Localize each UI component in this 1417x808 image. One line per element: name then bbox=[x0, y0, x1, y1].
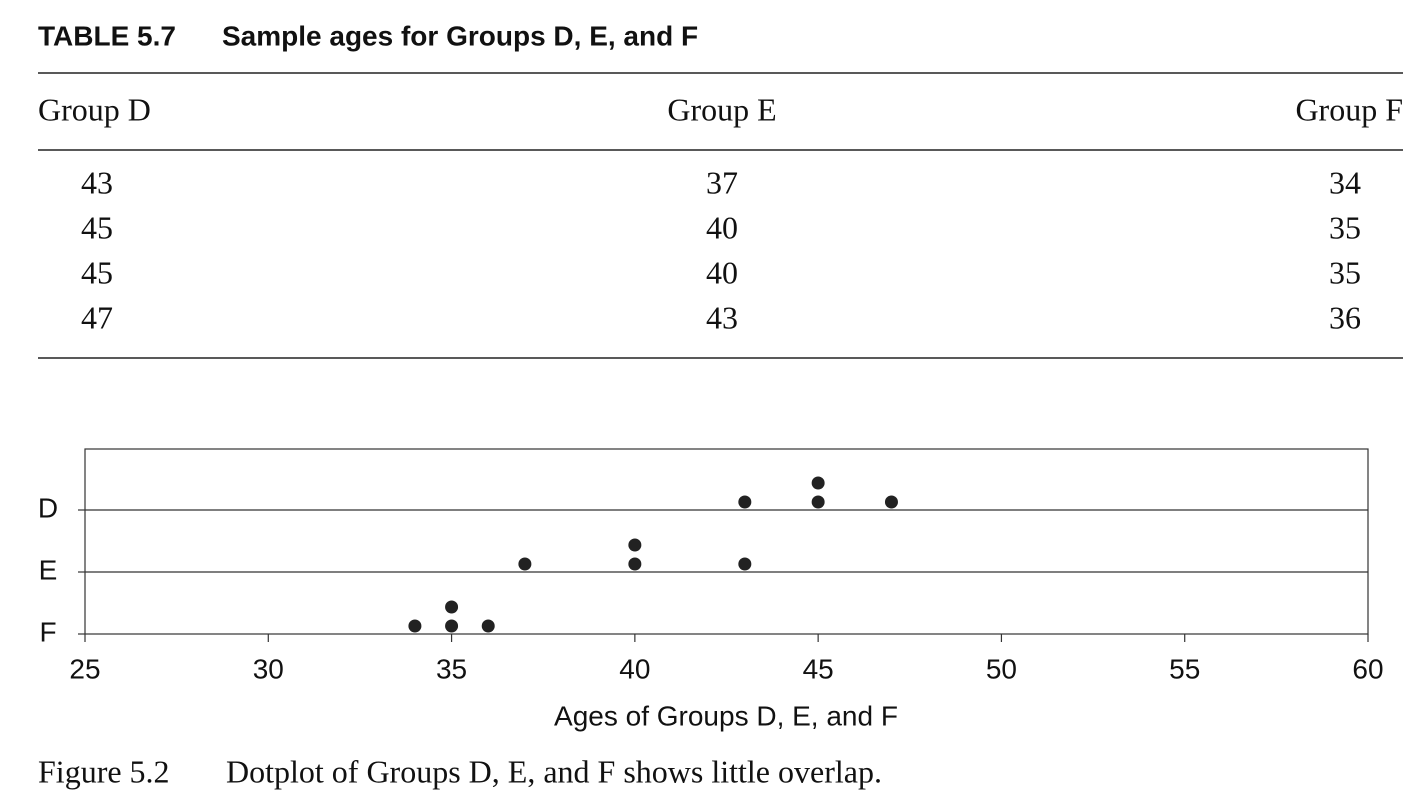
table-cell: 40 bbox=[706, 254, 738, 290]
x-tick-label: 35 bbox=[436, 653, 467, 684]
y-tick-label: F bbox=[39, 616, 56, 647]
x-axis-label: Ages of Groups D, E, and F bbox=[554, 700, 898, 731]
table-cell: 47 bbox=[81, 299, 113, 335]
x-tick-label: 30 bbox=[253, 653, 284, 684]
dot bbox=[628, 557, 642, 571]
x-tick-label: 50 bbox=[986, 653, 1017, 684]
y-tick-label: E bbox=[39, 554, 58, 585]
table-cell: 35 bbox=[1329, 254, 1361, 290]
table-cell: 43 bbox=[706, 299, 738, 335]
dot bbox=[738, 495, 752, 509]
table-label: TABLE 5.7 bbox=[38, 20, 176, 51]
caption-text: Dotplot of Groups D, E, and F shows litt… bbox=[226, 753, 882, 789]
table-cell: 37 bbox=[706, 164, 738, 200]
table-cell: 43 bbox=[81, 164, 113, 200]
dot bbox=[445, 619, 459, 633]
table-cell: 40 bbox=[706, 209, 738, 245]
dot bbox=[738, 557, 752, 571]
column-header: Group E bbox=[667, 91, 776, 127]
table-cell: 45 bbox=[81, 209, 113, 245]
dot bbox=[408, 619, 422, 633]
dot bbox=[811, 495, 825, 509]
x-tick-label: 45 bbox=[803, 653, 834, 684]
x-tick-label: 25 bbox=[69, 653, 100, 684]
dot bbox=[445, 600, 459, 614]
dot bbox=[811, 476, 825, 490]
table-cell: 35 bbox=[1329, 209, 1361, 245]
y-tick-label: D bbox=[38, 492, 58, 523]
dot bbox=[884, 495, 898, 509]
table-title: Sample ages for Groups D, E, and F bbox=[222, 20, 698, 51]
dot bbox=[518, 557, 532, 571]
table-cell: 34 bbox=[1329, 164, 1361, 200]
plot-frame bbox=[84, 448, 1369, 635]
table-cell: 45 bbox=[81, 254, 113, 290]
caption-label: Figure 5.2 bbox=[38, 753, 170, 789]
dot bbox=[628, 538, 642, 552]
column-header: Group D bbox=[38, 91, 151, 127]
x-tick-label: 60 bbox=[1352, 653, 1383, 684]
x-tick-label: 40 bbox=[619, 653, 650, 684]
column-header: Group F bbox=[1295, 91, 1403, 127]
dot bbox=[481, 619, 495, 633]
x-tick-label: 55 bbox=[1169, 653, 1200, 684]
table-cell: 36 bbox=[1329, 299, 1361, 335]
